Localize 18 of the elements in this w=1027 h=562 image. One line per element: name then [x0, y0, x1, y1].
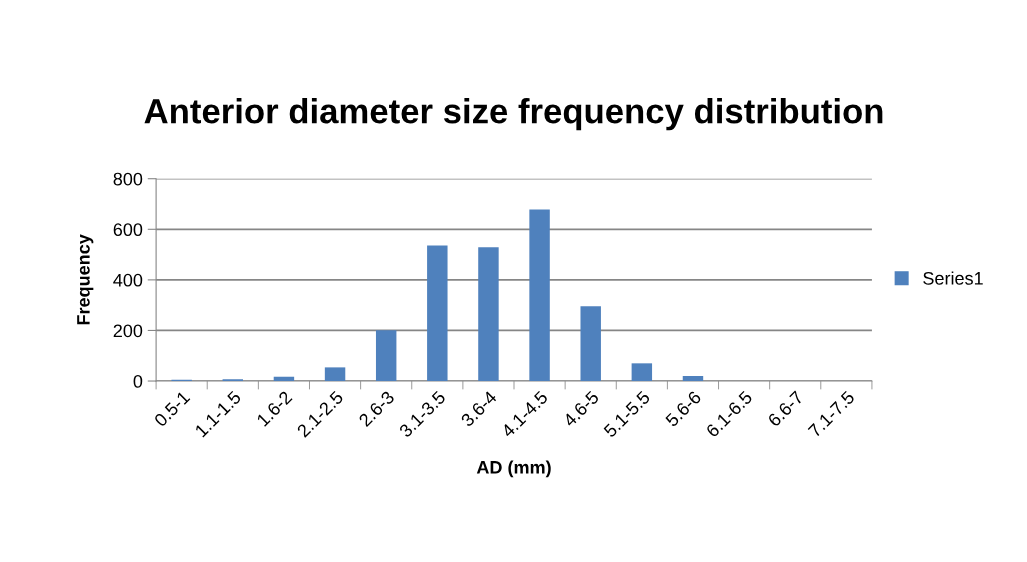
bar [478, 247, 499, 382]
bar [375, 330, 397, 382]
y-tick-label: 0 [133, 374, 143, 388]
y-tick-label: 800 [113, 172, 143, 186]
bar [580, 306, 601, 382]
bar [324, 367, 346, 382]
bar [529, 209, 550, 382]
x-axis-title: AD (mm) [476, 460, 551, 478]
y-tick-label: 400 [113, 273, 143, 287]
y-tick-label: 200 [113, 324, 143, 338]
chart-title: Anterior diameter size frequency distribution [144, 98, 883, 131]
bar [631, 363, 653, 382]
y-axis-title: Frequency [77, 234, 94, 325]
y-tick-label: 600 [113, 223, 143, 237]
bar [682, 375, 704, 382]
bar [273, 376, 295, 382]
legend-label: Series1 [923, 271, 983, 285]
bar [427, 245, 448, 382]
